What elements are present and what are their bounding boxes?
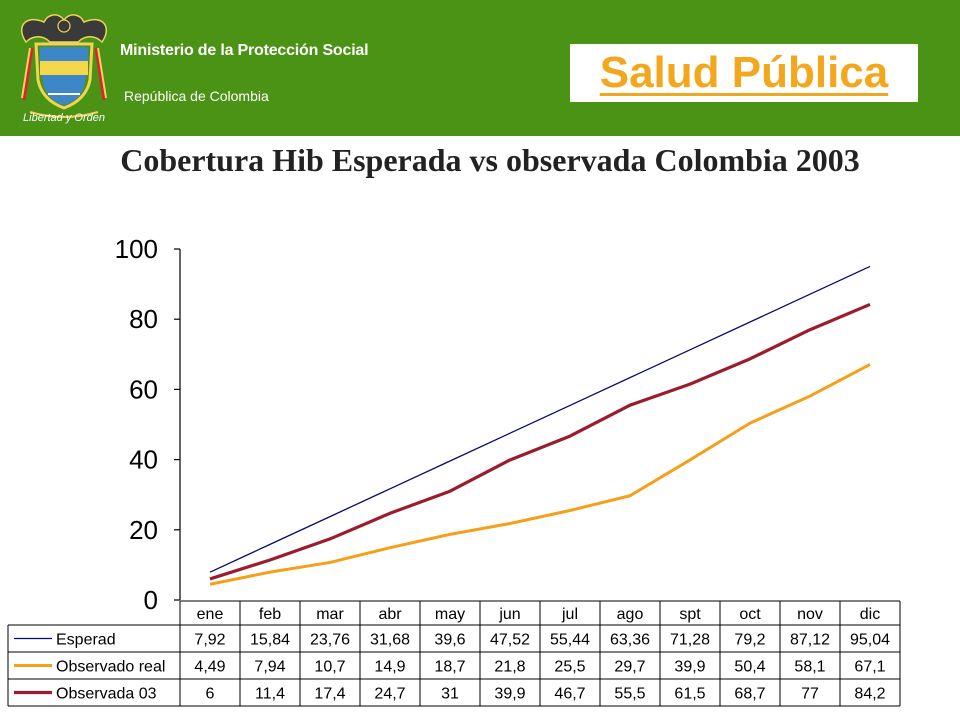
data-value-label: 87,12: [790, 632, 830, 649]
data-value-label: 39,6: [434, 632, 465, 649]
data-value-label: 68,7: [734, 686, 765, 703]
x-category-label: dic: [860, 606, 880, 623]
header-banner: Libertad y Orden Ministerio de la Protec…: [0, 0, 960, 136]
data-value-label: 31,68: [370, 632, 410, 649]
legend-label: Observada 03: [56, 686, 157, 703]
data-value-label: 24,7: [374, 686, 405, 703]
coverage-line-chart: 0 20 40 60 80 100 ene feb mar abr may jun jul ago spt o…: [7, 234, 901, 707]
x-category-label: jun: [498, 606, 520, 623]
data-value-label: 39,9: [494, 686, 525, 703]
data-value-label: 61,5: [674, 686, 705, 703]
y-tick-label: 40: [129, 445, 158, 475]
logo-motto: Libertad y Orden: [23, 112, 105, 124]
x-category-label: nov: [797, 606, 823, 623]
data-table: ene feb mar abr may jun jul ago spt oct nov dic Espe…: [7, 600, 901, 707]
x-category-label: ago: [617, 606, 644, 623]
data-value-label: 21,8: [494, 659, 525, 676]
data-value-label: 15,84: [250, 632, 290, 649]
y-tick-label: 0: [144, 585, 158, 615]
data-value-label: 7,94: [254, 659, 285, 676]
x-category-label: may: [435, 606, 465, 623]
data-value-label: 39,9: [674, 659, 705, 676]
data-value-label: 55,5: [614, 686, 645, 703]
legend-label: Esperad: [56, 632, 116, 649]
data-value-label: 25,5: [554, 659, 585, 676]
data-value-label: 63,36: [610, 632, 650, 649]
data-value-label: 29,7: [614, 659, 645, 676]
legend-label: Observado real: [56, 659, 165, 676]
y-tick-label: 60: [129, 374, 158, 404]
republic-name: República de Colombia: [124, 88, 269, 104]
data-value-label: 46,7: [554, 686, 585, 703]
data-value-label: 6: [206, 686, 215, 703]
section-title: Salud Pública: [570, 44, 918, 102]
series-line-3: [209, 302, 871, 581]
data-value-label: 84,2: [854, 686, 885, 703]
y-tick-label: 100: [115, 234, 158, 264]
data-value-label: 47,52: [490, 632, 530, 649]
data-value-label: 67,1: [854, 659, 885, 676]
series-line-2: [209, 363, 871, 586]
data-value-label: 31: [441, 686, 459, 703]
x-category-label: feb: [259, 606, 281, 623]
data-value-label: 58,1: [794, 659, 825, 676]
coat-of-arms-icon: Libertad y Orden: [21, 14, 107, 124]
data-value-label: 11,4: [255, 686, 285, 703]
chart-title: Cobertura Hib Esperada vs observada Colo…: [120, 142, 860, 178]
data-value-label: 14,9: [374, 659, 405, 676]
data-value-label: 71,28: [670, 632, 710, 649]
x-category-label: jul: [561, 606, 578, 623]
x-category-label: ene: [197, 606, 224, 623]
data-value-label: 18,7: [434, 659, 465, 676]
series-line-1: [209, 265, 871, 573]
x-category-label: abr: [378, 606, 402, 623]
x-category-label: mar: [316, 606, 344, 623]
data-value-label: 95,04: [850, 632, 890, 649]
data-value-label: 23,76: [310, 632, 350, 649]
data-value-label: 7,92: [194, 632, 225, 649]
data-value-label: 55,44: [550, 632, 590, 649]
x-category-label: oct: [739, 606, 761, 623]
data-value-label: 79,2: [734, 632, 765, 649]
x-category-label: spt: [679, 606, 701, 623]
data-value-label: 10,7: [314, 659, 345, 676]
data-value-label: 4,49: [194, 659, 225, 676]
y-tick-label: 20: [129, 515, 158, 545]
data-value-label: 50,4: [734, 659, 765, 676]
data-value-label: 77: [801, 686, 819, 703]
y-tick-label: 80: [129, 304, 158, 334]
ministry-name: Ministerio de la Protección Social: [120, 42, 369, 59]
data-value-label: 17,4: [314, 686, 345, 703]
